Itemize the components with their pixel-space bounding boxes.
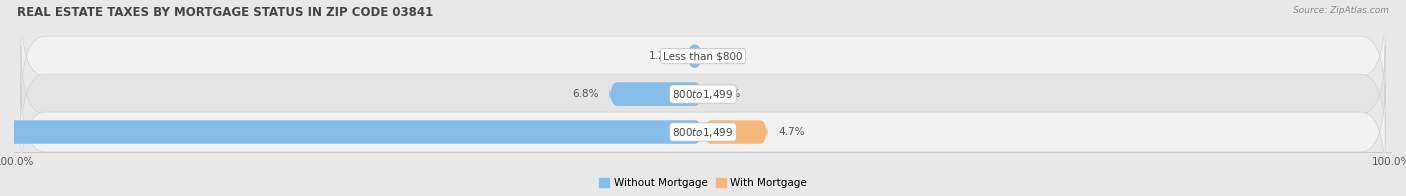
Text: 0.0%: 0.0% <box>714 89 741 99</box>
FancyBboxPatch shape <box>703 120 768 144</box>
FancyBboxPatch shape <box>609 82 703 106</box>
Text: 6.8%: 6.8% <box>572 89 599 99</box>
FancyBboxPatch shape <box>21 84 1385 180</box>
Text: Less than $800: Less than $800 <box>664 51 742 61</box>
Text: $800 to $1,499: $800 to $1,499 <box>672 125 734 139</box>
Legend: Without Mortgage, With Mortgage: Without Mortgage, With Mortgage <box>595 174 811 192</box>
Text: 4.7%: 4.7% <box>779 127 806 137</box>
Text: 1.2%: 1.2% <box>650 51 675 61</box>
FancyBboxPatch shape <box>686 44 703 68</box>
FancyBboxPatch shape <box>21 8 1385 104</box>
Text: $800 to $1,499: $800 to $1,499 <box>672 88 734 101</box>
Text: Source: ZipAtlas.com: Source: ZipAtlas.com <box>1294 6 1389 15</box>
FancyBboxPatch shape <box>0 120 703 144</box>
FancyBboxPatch shape <box>21 46 1385 142</box>
Text: 0.0%: 0.0% <box>714 51 741 61</box>
Text: REAL ESTATE TAXES BY MORTGAGE STATUS IN ZIP CODE 03841: REAL ESTATE TAXES BY MORTGAGE STATUS IN … <box>17 6 433 19</box>
